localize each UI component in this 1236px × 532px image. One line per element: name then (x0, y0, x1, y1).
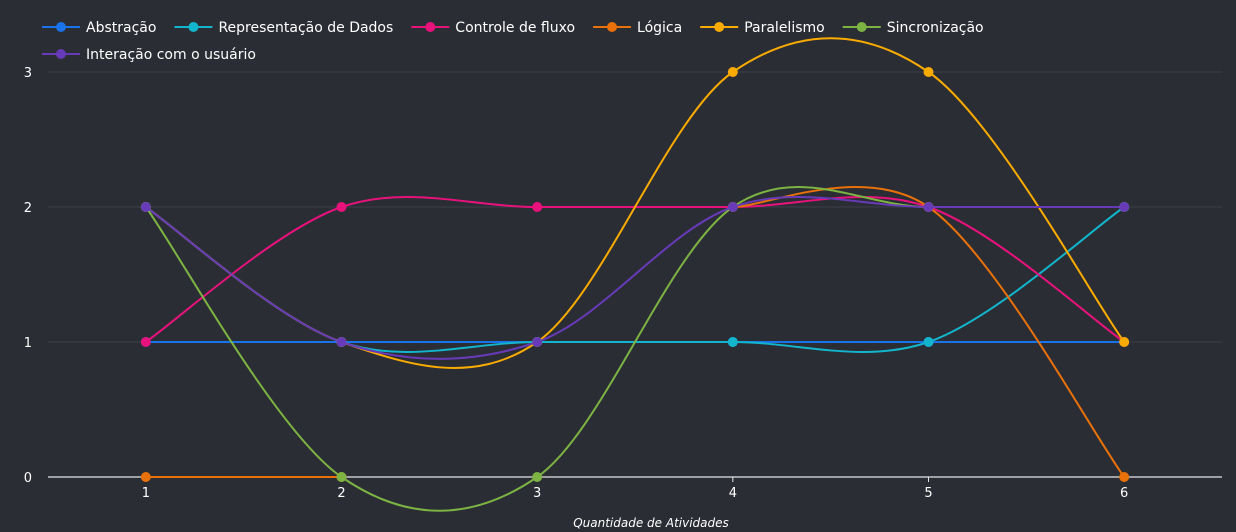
series-line-interacao-com-o-usuario (145, 196, 1125, 360)
data-point-logica[interactable] (1119, 472, 1130, 482)
data-point-sincronizacao[interactable] (532, 472, 543, 482)
series-line-representacao-de-dados (145, 206, 1125, 353)
data-point-interacao-com-o-usuario[interactable] (532, 337, 543, 347)
x-tick-label: 4 (729, 486, 737, 501)
data-point-controle-de-fluxo[interactable] (336, 202, 347, 212)
legend-item-abstracao[interactable]: Abstração (42, 20, 156, 36)
legend-swatch-marker (188, 22, 199, 32)
data-point-interacao-com-o-usuario[interactable] (336, 337, 347, 347)
y-tick-label: 1 (24, 336, 32, 351)
x-tick-label: 5 (924, 486, 932, 501)
legend-label: Paralelismo (744, 20, 825, 36)
data-point-paralelismo[interactable] (923, 67, 934, 77)
legend-item-paralelismo[interactable]: Paralelismo (700, 20, 825, 36)
x-tick-label: 6 (1120, 486, 1128, 501)
x-tick-label: 1 (142, 486, 150, 501)
y-tick-label: 3 (24, 66, 32, 81)
legend-swatch-marker (607, 22, 618, 32)
legend-label: Representação de Dados (218, 20, 393, 36)
series-line-sincronizacao (145, 186, 1125, 512)
y-tick-label: 2 (24, 201, 32, 216)
x-tick-label: 2 (337, 486, 345, 501)
legend-item-representacao-de-dados[interactable]: Representação de Dados (174, 20, 393, 36)
series-lines (145, 37, 1125, 512)
legend: Abstração Representação de Dados Controle … (42, 20, 984, 63)
legend-item-sincronizacao[interactable]: Sincronização (842, 20, 984, 36)
data-point-controle-de-fluxo[interactable] (140, 337, 151, 347)
data-point-interacao-com-o-usuario[interactable] (1119, 202, 1130, 212)
legend-item-interacao-com-o-usuario[interactable]: Interação com o usuário (42, 47, 256, 63)
legend-swatch-marker (56, 22, 66, 32)
x-axis-ticks: 1 2 3 4 5 6 (142, 477, 1128, 501)
series-line-controle-de-fluxo (145, 196, 1125, 343)
data-point-paralelismo[interactable] (1119, 337, 1130, 347)
legend-label: Abstração (86, 20, 156, 36)
data-point-logica[interactable] (140, 472, 151, 482)
legend-label: Controle de fluxo (455, 20, 575, 36)
series-points (140, 67, 1130, 482)
legend-swatch-marker (714, 22, 725, 32)
data-point-representacao-de-dados[interactable] (923, 337, 934, 347)
data-point-paralelismo[interactable] (727, 67, 738, 77)
x-axis-title: Quantidade de Atividades (573, 516, 729, 530)
legend-swatch-marker (56, 49, 66, 59)
legend-label: Lógica (637, 20, 682, 36)
data-point-interacao-com-o-usuario[interactable] (923, 202, 934, 212)
data-point-representacao-de-dados[interactable] (727, 337, 738, 347)
y-tick-label: 0 (24, 471, 32, 486)
y-axis-ticks: 0 1 2 3 (24, 66, 32, 486)
series-line-logica (732, 186, 1125, 478)
legend-item-controle-de-fluxo[interactable]: Controle de fluxo (411, 20, 575, 36)
data-point-interacao-com-o-usuario[interactable] (727, 202, 738, 212)
data-point-interacao-com-o-usuario[interactable] (140, 202, 151, 212)
data-point-controle-de-fluxo[interactable] (532, 202, 543, 212)
data-point-sincronizacao[interactable] (336, 472, 347, 482)
x-tick-label: 3 (533, 486, 541, 501)
legend-swatch-marker (856, 22, 867, 32)
legend-label: Interação com o usuário (86, 47, 256, 63)
legend-swatch-marker (425, 22, 436, 32)
legend-item-logica[interactable]: Lógica (593, 20, 682, 36)
legend-label: Sincronização (887, 20, 984, 36)
